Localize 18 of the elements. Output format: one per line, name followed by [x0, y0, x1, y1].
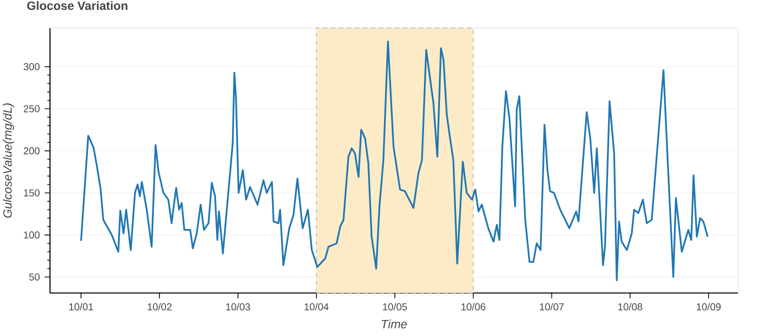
- chart-title: Glocose Variation: [27, 1, 128, 10]
- x-tick-label: 10/09: [696, 303, 721, 310]
- x-tick-label: 10/08: [618, 303, 642, 310]
- x-tick-label: 10/03: [226, 303, 250, 310]
- y-tick-label: 50: [29, 273, 40, 281]
- x-tick-label: 10/04: [304, 303, 329, 310]
- x-tick-label: 10/01: [69, 303, 94, 310]
- x-axis-title: Time: [382, 320, 407, 328]
- x-tick-label: 10/07: [540, 303, 564, 310]
- y-axis-title: GulcoseValue(mg/dL): [2, 103, 14, 218]
- x-tick-label: 10/02: [148, 303, 172, 310]
- x-tick-label: 10/06: [462, 303, 486, 310]
- y-tick-label: 300: [24, 63, 40, 70]
- y-tick-label: 250: [24, 105, 40, 112]
- y-tick-label: 150: [24, 189, 40, 196]
- y-tick-label: 100: [24, 231, 40, 238]
- y-tick-label: 200: [24, 147, 40, 154]
- x-tick-label: 10/05: [383, 303, 407, 310]
